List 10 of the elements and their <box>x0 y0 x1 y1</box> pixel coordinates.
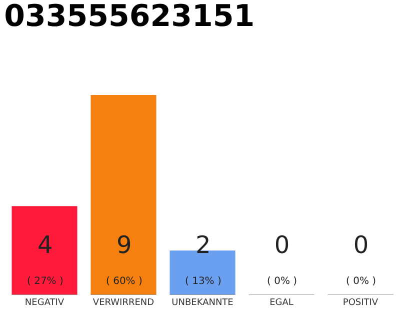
data-label: 0 ( 0% ) <box>346 231 376 288</box>
x-tick-label: VERWIRREND <box>92 298 154 308</box>
x-tick-label: EGAL <box>270 298 294 308</box>
x-tick-label: NEGATIV <box>24 298 65 308</box>
data-label: 9 ( 60% ) <box>106 231 142 288</box>
data-label: 4 ( 27% ) <box>27 231 64 288</box>
data-label: 0 ( 0% ) <box>267 231 298 288</box>
x-tick-label: POSITIV <box>342 298 379 308</box>
chart-title: 033555623151 <box>4 0 255 34</box>
x-tick-label: UNBEKANNTE <box>172 298 234 308</box>
